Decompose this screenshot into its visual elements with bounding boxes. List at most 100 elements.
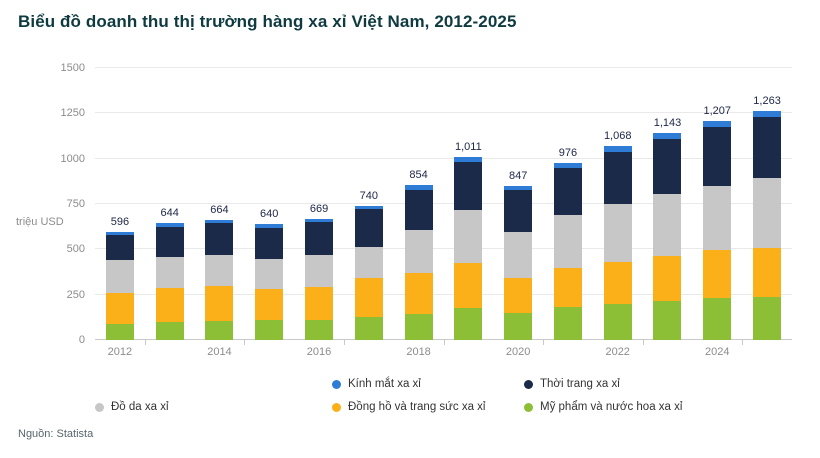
bar-group-2025[interactable]: 1,263 — [742, 68, 792, 340]
bar-segment-fashion[interactable] — [553, 167, 582, 215]
bar-segment-fashion[interactable] — [603, 151, 632, 205]
bar-total-label: 1,011 — [455, 140, 482, 153]
bar-group-2024[interactable]: 1,207 — [692, 68, 742, 340]
bar-group-2015[interactable]: 640 — [244, 68, 294, 340]
bar-group-2023[interactable]: 1,143 — [643, 68, 693, 340]
bar-segment-cosmetics[interactable] — [255, 320, 284, 340]
bar-segment-eyewear[interactable] — [305, 218, 334, 223]
bar-segment-watches[interactable] — [305, 286, 334, 321]
bar-segment-watches[interactable] — [354, 278, 383, 318]
bar-segment-cosmetics[interactable] — [105, 323, 134, 340]
bar-segment-cosmetics[interactable] — [205, 321, 234, 340]
bar-segment-eyewear[interactable] — [753, 111, 782, 118]
bar-segment-watches[interactable] — [504, 278, 533, 313]
bar-segment-leather[interactable] — [703, 185, 732, 251]
gridline — [95, 203, 792, 204]
x-axis-tick — [343, 340, 345, 345]
bar-segment-eyewear[interactable] — [504, 186, 533, 191]
bar-segment-cosmetics[interactable] — [305, 320, 334, 340]
bar-segment-fashion[interactable] — [305, 222, 334, 255]
bar-group-2017[interactable]: 740 — [344, 68, 394, 340]
bar-segment-cosmetics[interactable] — [553, 307, 582, 340]
legend-item-cosmetics[interactable]: Mỹ phẩm và nước hoa xa xỉ — [524, 401, 792, 413]
bar-segment-eyewear[interactable] — [205, 219, 234, 224]
watches-legend-dot-icon — [332, 402, 341, 412]
bar-segment-watches[interactable] — [205, 285, 234, 321]
bar-segment-leather[interactable] — [653, 194, 682, 256]
bar-group-2016[interactable]: 669 — [294, 68, 344, 340]
bar-segment-leather[interactable] — [205, 254, 234, 286]
bar-segment-eyewear[interactable] — [255, 224, 284, 228]
bar-segment-cosmetics[interactable] — [155, 321, 184, 340]
bar-segment-fashion[interactable] — [105, 234, 134, 261]
bar-total-label: 1,143 — [653, 116, 682, 129]
bar-segment-eyewear[interactable] — [354, 205, 383, 210]
bar-segment-leather[interactable] — [305, 254, 334, 287]
bar-segment-watches[interactable] — [703, 250, 732, 299]
bar-segment-fashion[interactable] — [404, 189, 433, 231]
bar-segment-watches[interactable] — [454, 263, 483, 309]
bar-segment-cosmetics[interactable] — [753, 296, 782, 340]
bar-segment-leather[interactable] — [105, 260, 134, 293]
bar-segment-eyewear[interactable] — [404, 185, 433, 190]
bar-segment-fashion[interactable] — [155, 226, 184, 257]
bar-segment-cosmetics[interactable] — [354, 317, 383, 340]
bar-segment-cosmetics[interactable] — [703, 298, 732, 340]
bar-segment-eyewear[interactable] — [703, 121, 732, 128]
bar-segment-watches[interactable] — [753, 247, 782, 297]
bar-total-label: 640 — [260, 208, 279, 221]
bar-group-2012[interactable]: 596 — [95, 68, 145, 340]
bar-segment-eyewear[interactable] — [653, 132, 682, 139]
bar-group-2020[interactable]: 847 — [493, 68, 543, 340]
bar-segment-fashion[interactable] — [255, 227, 284, 260]
bar-segment-cosmetics[interactable] — [603, 303, 632, 340]
bar-segment-watches[interactable] — [603, 262, 632, 304]
bar-segment-cosmetics[interactable] — [653, 301, 682, 340]
y-tick-label: 500 — [66, 243, 85, 256]
legend-item-eyewear[interactable]: Kính mắt xa xỉ — [332, 378, 524, 390]
bar-segment-leather[interactable] — [753, 177, 782, 248]
bar-group-2019[interactable]: 1,011 — [443, 68, 493, 340]
bar-segment-eyewear[interactable] — [105, 232, 134, 235]
bar-segment-fashion[interactable] — [504, 190, 533, 233]
bar-segment-leather[interactable] — [603, 204, 632, 263]
bar-group-2018[interactable]: 854 — [394, 68, 444, 340]
bar-segment-leather[interactable] — [504, 232, 533, 279]
bar-group-2021[interactable]: 976 — [543, 68, 593, 340]
bar-group-2014[interactable]: 664 — [195, 68, 245, 340]
legend-item-watches[interactable]: Đồng hồ và trang sức xa xỉ — [332, 401, 524, 413]
bar-segment-leather[interactable] — [354, 246, 383, 279]
bar-segment-leather[interactable] — [553, 214, 582, 268]
bar-segment-watches[interactable] — [155, 288, 184, 322]
bar-segment-cosmetics[interactable] — [404, 313, 433, 340]
bar-segment-watches[interactable] — [105, 292, 134, 324]
bar-segment-fashion[interactable] — [205, 223, 234, 255]
fashion-legend-dot-icon — [524, 379, 533, 389]
legend-item-leather[interactable]: Đồ da xa xỉ — [95, 401, 332, 413]
bar-segment-fashion[interactable] — [753, 117, 782, 178]
bar-group-2022[interactable]: 1,068 — [593, 68, 643, 340]
bar-segment-watches[interactable] — [404, 272, 433, 314]
bar-segment-eyewear[interactable] — [454, 156, 483, 163]
bar-segment-fashion[interactable] — [354, 209, 383, 247]
bar-segment-cosmetics[interactable] — [454, 308, 483, 340]
x-tick-label: 2016 — [306, 346, 332, 358]
bar-segment-eyewear[interactable] — [553, 163, 582, 168]
bar-segment-fashion[interactable] — [653, 138, 682, 195]
legend-item-fashion[interactable]: Thời trang xa xỉ — [524, 378, 792, 390]
bar-segment-fashion[interactable] — [703, 127, 732, 186]
bar-segment-leather[interactable] — [255, 259, 284, 290]
bar-segment-watches[interactable] — [255, 289, 284, 321]
bar-segment-cosmetics[interactable] — [504, 312, 533, 340]
bar-segment-watches[interactable] — [553, 267, 582, 308]
x-tick-label — [643, 346, 693, 362]
x-axis-tick — [443, 340, 445, 345]
bar-segment-leather[interactable] — [454, 210, 483, 264]
bar-segment-leather[interactable] — [155, 256, 184, 289]
bar-segment-eyewear[interactable] — [603, 146, 632, 152]
bar-segment-leather[interactable] — [404, 230, 433, 273]
bar-segment-fashion[interactable] — [454, 162, 483, 211]
bar-group-2013[interactable]: 644 — [145, 68, 195, 340]
bar-segment-watches[interactable] — [653, 255, 682, 301]
bar-segment-eyewear[interactable] — [155, 223, 184, 227]
